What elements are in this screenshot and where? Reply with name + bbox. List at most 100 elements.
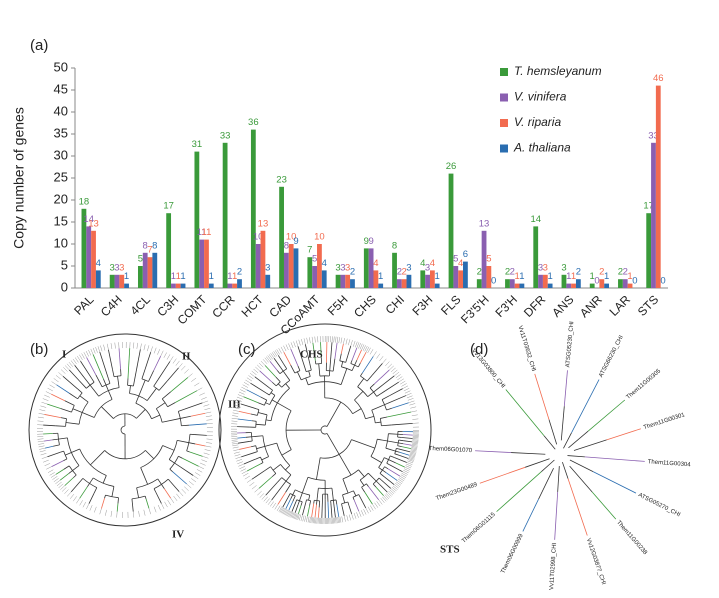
tree-branch <box>374 369 390 385</box>
tree-leaf <box>153 506 157 513</box>
tree-branch <box>301 477 309 493</box>
value-label: 1 <box>171 271 176 282</box>
tree-branch <box>398 442 404 445</box>
clade-label: STS <box>440 544 460 556</box>
y-axis-label: Copy number of genes <box>11 107 27 249</box>
value-label: 3 <box>265 262 270 273</box>
x-tick-label: F3'H <box>492 292 520 320</box>
bar <box>283 252 289 288</box>
bar <box>363 248 369 288</box>
tree-leaf <box>86 503 90 510</box>
bar <box>547 283 553 288</box>
bar <box>260 230 266 288</box>
tree-leaf <box>99 508 102 515</box>
tree-branch <box>73 474 77 478</box>
tree-leaf <box>88 349 92 356</box>
tree-branch <box>188 423 207 426</box>
tree-leaf <box>350 340 353 346</box>
value-label: 36 <box>248 117 259 128</box>
bar <box>265 274 271 288</box>
tree-branch <box>297 346 304 363</box>
tree-leaf <box>186 483 192 489</box>
tree-leaf <box>164 501 168 508</box>
tree-branch <box>255 423 266 426</box>
tree-leaf <box>351 513 354 520</box>
tree-leaf <box>333 336 335 343</box>
tree-leaf <box>403 468 410 472</box>
tree-branch <box>181 424 189 427</box>
tree-leaf <box>295 340 299 347</box>
value-label: 0 <box>594 276 599 287</box>
value-label: 4 <box>322 258 327 269</box>
value-label: 9 <box>364 236 369 247</box>
tree-leaf <box>410 449 417 452</box>
tree-leaf <box>44 394 50 398</box>
value-label: 2 <box>623 267 628 278</box>
tree-leaf <box>353 512 357 519</box>
tree-branch <box>277 383 282 388</box>
tree-leaf <box>352 340 356 347</box>
tree-branch <box>385 381 400 391</box>
tree-leaf <box>64 365 70 371</box>
tree-arc <box>342 469 359 480</box>
tree-leaf <box>49 472 55 476</box>
tree-arc <box>65 418 67 427</box>
tree-branch <box>358 469 365 478</box>
value-label: 1 <box>209 271 214 282</box>
tree-branch <box>568 430 589 449</box>
x-tick-label: C4H <box>98 292 125 319</box>
tree-arc <box>82 478 97 488</box>
tree-leaf <box>412 418 419 420</box>
tree-leaf <box>262 359 268 364</box>
tree-branch <box>167 478 171 482</box>
tree-branch <box>189 451 203 457</box>
leaf-label: Them11G00238 <box>615 520 648 557</box>
tree-leaf <box>369 349 374 355</box>
clade-label: CHS <box>300 349 323 361</box>
tree-leaf <box>286 510 290 516</box>
tree-branch <box>146 388 157 401</box>
tree-branch <box>318 507 320 518</box>
tree-arc <box>120 425 126 435</box>
tree-branch <box>237 418 252 422</box>
tree-branch <box>166 367 179 382</box>
tree-branch <box>300 501 303 506</box>
tree-branch <box>239 446 252 450</box>
tree-leaf <box>358 511 362 517</box>
tree-branch <box>277 370 281 374</box>
tree-branch <box>141 368 146 380</box>
tree-branch <box>177 439 189 444</box>
tree-leaf <box>390 488 396 493</box>
tree-leaf <box>408 457 415 460</box>
tree-leaf <box>231 420 238 422</box>
tree-branch <box>69 393 78 400</box>
value-label: 17 <box>163 201 174 212</box>
tree-branch <box>379 473 385 478</box>
tree-branch <box>102 475 107 484</box>
tree-branch <box>145 498 150 509</box>
tree-branch <box>395 450 400 453</box>
tree-leaf <box>43 459 49 463</box>
bar <box>434 283 440 288</box>
tree-leaf <box>309 337 311 344</box>
tree-arc <box>251 432 253 442</box>
tree-arc <box>269 390 273 396</box>
bar <box>279 186 284 288</box>
tree-leaf <box>51 381 57 386</box>
tree-branch <box>148 370 155 382</box>
legend-swatch <box>500 144 508 153</box>
value-label: 1 <box>604 271 609 282</box>
value-label: 3 <box>425 262 430 273</box>
tree-leaf <box>282 508 286 515</box>
tree-leaf <box>410 450 417 453</box>
tree-branch <box>169 459 175 464</box>
tree-leaf <box>409 452 416 455</box>
tree-branch <box>111 486 115 497</box>
tree-branch <box>384 457 389 460</box>
tree-branch <box>356 349 362 361</box>
tree-branch <box>264 442 277 447</box>
bar <box>373 270 379 288</box>
tree-branch <box>60 408 72 413</box>
tree-branch <box>378 467 383 471</box>
tree-branch <box>273 358 281 368</box>
